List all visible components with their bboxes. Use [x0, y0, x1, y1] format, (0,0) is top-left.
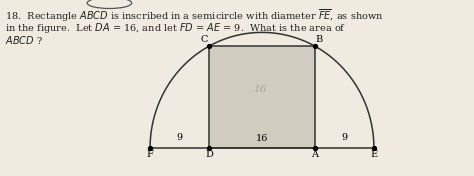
- Text: F: F: [146, 150, 154, 159]
- Text: 16: 16: [254, 84, 267, 93]
- Text: B: B: [316, 35, 323, 44]
- Text: 9: 9: [341, 133, 347, 142]
- Text: D: D: [205, 150, 213, 159]
- Polygon shape: [210, 46, 315, 148]
- Text: A: A: [311, 150, 318, 159]
- Text: C: C: [201, 35, 209, 44]
- Text: 18.  Rectangle $ABCD$ is inscribed in a semicircle with diameter $\overline{FE}$: 18. Rectangle $ABCD$ is inscribed in a s…: [5, 8, 383, 24]
- Text: 16: 16: [256, 134, 268, 143]
- Text: $ABCD$ ?: $ABCD$ ?: [5, 34, 43, 46]
- Text: E: E: [370, 150, 377, 159]
- Text: 9: 9: [177, 133, 183, 142]
- Text: in the figure.  Let $DA$ = 16, and let $FD$ = $AE$ = 9.  What is the area of: in the figure. Let $DA$ = 16, and let $F…: [5, 21, 346, 35]
